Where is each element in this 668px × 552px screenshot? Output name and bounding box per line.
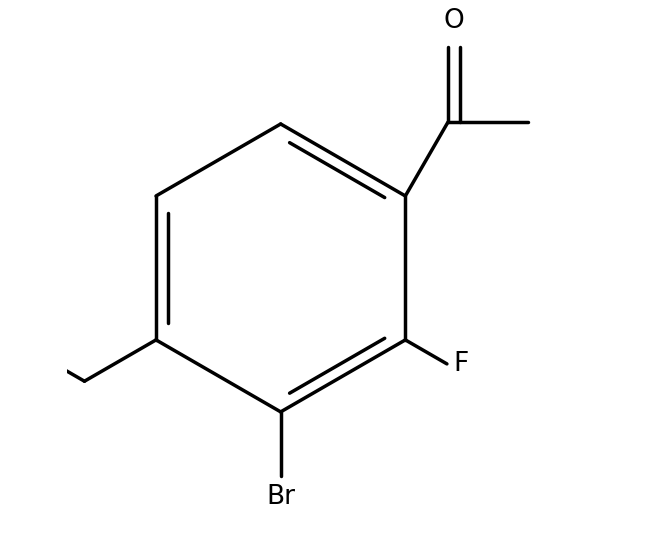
Text: Br: Br (266, 484, 295, 510)
Text: F: F (454, 351, 468, 377)
Text: O: O (444, 8, 464, 34)
